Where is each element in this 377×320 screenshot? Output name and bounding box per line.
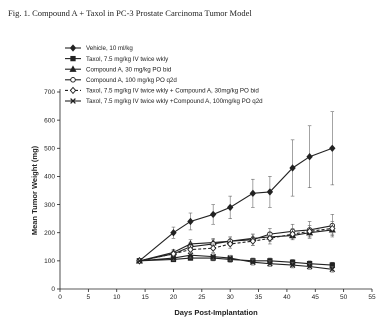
legend-entry: Compound A, 100 mg/kg PO q2d [65,77,177,84]
legend-entry: Vehicle, 10 ml/kg [65,44,133,52]
series-line [139,147,333,262]
x-tick-label: 10 [113,294,121,301]
data-point [187,252,194,259]
legend-marker [70,77,76,83]
data-point [210,253,217,260]
legend-marker [69,65,77,72]
legend-entry: Taxol, 7.5 mg/kg IV twice wkly +Compound… [65,98,263,105]
y-tick-label: 100 [44,258,55,265]
legend-label: Compound A, 30 mg/kg PO bid [86,66,172,73]
data-point [306,153,313,161]
y-tick-label: 300 [44,202,55,209]
data-point [266,188,274,196]
legend-label: Taxol, 7.5 mg/kg IV twice wkly [86,56,169,63]
x-tick-label: 45 [312,294,320,301]
data-point [266,234,274,243]
x-tick-label: 35 [255,294,263,301]
series-group [136,252,336,273]
legend-marker [70,55,76,62]
legend-label: Compound A, 100 mg/kg PO q2d [86,77,177,84]
x-tick-label: 25 [198,294,206,301]
legend-label: Taxol, 7.5 mg/kg IV twice wkly +Compound… [86,98,263,105]
y-axis-ticks: 0 100 200 300 400 500 600 700 [44,89,60,293]
data-point [250,259,256,266]
legend-marker [69,44,77,52]
data-point [187,217,194,226]
y-tick-label: 400 [44,174,55,181]
x-tick-label: 55 [368,294,376,301]
legend-marker [69,86,77,95]
x-tick-label: 5 [87,294,91,301]
x-tick-label: 40 [283,294,291,301]
data-point [329,266,336,273]
x-axis-label: Days Post-Implantation [174,308,258,317]
y-tick-label: 600 [44,117,55,124]
data-point [249,237,257,245]
legend-label: Taxol, 7.5 mg/kg IV twice wkly + Compoun… [86,88,259,95]
data-point [226,203,234,212]
data-point [209,210,217,219]
data-point [267,260,273,267]
data-point [329,144,336,152]
data-point [209,244,217,252]
y-tick-label: 500 [44,145,55,152]
series-line [139,254,333,270]
series-group [136,221,336,265]
figure-title: Fig. 1. Compound A + Taxol in PC-3 Prost… [8,8,252,18]
x-tick-label: 15 [141,294,149,301]
data-point [170,229,177,237]
x-tick-label: 20 [170,294,178,301]
series-line [139,225,333,262]
y-axis-label: Mean Tumor Weight (mg) [30,145,39,235]
data-point [289,164,296,172]
chart-axes [59,89,372,290]
legend-entry: Compound A, 30 mg/kg PO bid [65,65,172,73]
legend-marker [70,98,76,104]
data-point [226,240,234,248]
chart-legend: Vehicle, 10 ml/kg Taxol, 7.5 mg/kg IV twi… [65,44,263,105]
legend-entry: Taxol, 7.5 mg/kg IV twice wkly [65,56,169,63]
x-tick-label: 0 [58,294,62,301]
x-tick-label: 50 [340,294,348,301]
data-point [249,189,257,198]
x-tick-label: 30 [227,294,235,301]
data-point [136,257,143,264]
chart-series [135,111,336,273]
data-point [289,262,296,268]
legend-entry: Taxol, 7.5 mg/kg IV twice wkly + Compoun… [65,86,259,95]
data-point [227,255,234,261]
y-tick-label: 700 [44,89,55,96]
y-tick-label: 200 [44,230,55,237]
legend-label: Vehicle, 10 ml/kg [86,45,133,52]
data-point [170,255,177,261]
data-point [329,224,336,233]
data-point [306,263,313,270]
y-tick-label: 0 [51,286,55,293]
data-point [289,230,296,238]
data-point [306,227,313,235]
x-axis-ticks: 0 5 10 15 20 25 30 35 40 45 50 55 [58,289,376,301]
series-line [139,229,333,262]
series-group [135,225,336,264]
